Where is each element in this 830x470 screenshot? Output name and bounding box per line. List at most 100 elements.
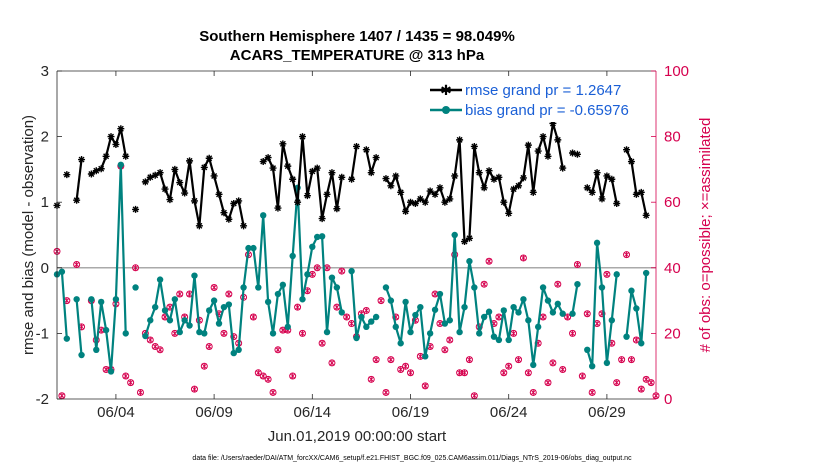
rmse-point <box>235 197 243 205</box>
rmse-point <box>318 215 326 223</box>
bias-point <box>358 313 365 321</box>
bias-point <box>147 317 154 324</box>
bias-point <box>525 317 532 324</box>
bias-point <box>633 305 640 312</box>
bias-point <box>328 274 336 281</box>
rmse-point <box>539 133 547 141</box>
obs-assimilated-point <box>623 251 630 258</box>
x-tick-label: 06/29 <box>588 404 626 421</box>
rmse-point <box>274 204 282 212</box>
obs-assimilated-point <box>486 258 492 265</box>
rmse-point <box>284 162 292 170</box>
bias-point <box>515 309 522 316</box>
rmse-point <box>117 125 125 133</box>
obs-assimilated-point <box>368 376 375 383</box>
x-tick-label: 06/14 <box>294 404 332 421</box>
legend-bias-marker <box>442 106 450 114</box>
rmse-point <box>465 234 473 242</box>
chart-title: Southern Hemisphere 1407 / 1435 = 98.049… <box>199 28 515 45</box>
bias-line <box>75 299 83 356</box>
bias-point <box>456 328 463 336</box>
y-left-tick-label: 3 <box>41 63 49 80</box>
obs-assimilated-point <box>314 264 321 271</box>
bias-point <box>569 310 576 317</box>
bias-point <box>235 346 242 353</box>
obs-assimilated-point <box>299 330 306 337</box>
obs-assimilated-point <box>73 261 80 268</box>
obs-assimilated-point <box>437 320 443 327</box>
bias-point <box>338 309 345 316</box>
obs-assimilated-point <box>643 376 649 383</box>
rmse-point <box>456 136 464 144</box>
bias-point <box>225 301 233 308</box>
x-tick-label: 06/09 <box>195 404 233 421</box>
obs-assimilated-point <box>191 386 198 393</box>
rmse-point <box>431 190 439 198</box>
rmse-point <box>382 175 390 183</box>
bias-point <box>436 290 444 298</box>
obs-assimilated-point <box>132 264 139 271</box>
obs-assimilated-point <box>373 356 379 363</box>
obs-assimilated-point <box>250 314 257 320</box>
rmse-point <box>161 185 169 193</box>
bias-point <box>206 307 213 314</box>
rmse-point <box>303 192 311 200</box>
bias-point <box>387 297 395 304</box>
rmse-point <box>190 197 198 205</box>
obs-assimilated-point <box>255 369 262 376</box>
axes-frame <box>56 70 657 400</box>
bias-point <box>368 318 375 325</box>
bias-point <box>461 303 468 311</box>
rmse-point <box>510 185 518 193</box>
bias-point <box>466 258 473 265</box>
rmse-point <box>461 238 469 246</box>
bias-point <box>623 333 630 340</box>
obs-assimilated-point <box>137 389 144 396</box>
bias-point <box>407 328 414 336</box>
obs-assimilated-point <box>456 369 463 376</box>
bias-point <box>269 330 277 337</box>
obs-assimilated-point <box>648 379 654 386</box>
bias-point <box>73 296 80 303</box>
bias-point <box>505 336 512 344</box>
rmse-point <box>583 184 591 192</box>
obs-assimilated-point <box>294 304 301 311</box>
rmse-point <box>87 170 95 178</box>
bias-point <box>78 351 85 359</box>
rmse-point <box>362 146 370 154</box>
rmse-point <box>73 196 81 204</box>
obs-assimilated-point <box>496 314 502 320</box>
bias-point <box>598 284 606 291</box>
y-left-axis-label: rmse and bias (model - observation) <box>20 115 37 355</box>
bias-point <box>638 340 645 347</box>
rmse-point <box>151 171 159 179</box>
obs-assimilated-point <box>383 389 389 396</box>
y-right-axis-ticks: 0 20 40 60 80 100 <box>651 63 689 408</box>
obs-assimilated-point <box>520 254 527 261</box>
rmse-point <box>642 211 650 219</box>
rmse-point <box>519 174 527 182</box>
obs-assimilated-point <box>422 382 429 389</box>
legend-bias-label: bias grand pr = -0.65976 <box>465 102 629 119</box>
obs-assimilated-point <box>589 389 595 396</box>
rmse-point <box>569 149 577 157</box>
obs-assimilated-point <box>122 373 129 380</box>
bias-point <box>382 284 390 291</box>
obs-assimilated-point <box>402 363 409 370</box>
obs-assimilated-point <box>466 356 473 363</box>
bias-point <box>363 323 370 331</box>
rmse-point <box>328 169 336 177</box>
obs-assimilated-point <box>525 369 532 376</box>
bias-point <box>480 313 488 321</box>
obs-assimilated-point <box>147 336 154 343</box>
y-right-tick-label: 20 <box>664 325 681 342</box>
rmse-point <box>387 182 395 190</box>
y-left-tick-label: -1 <box>36 325 49 342</box>
rmse-point <box>485 167 493 175</box>
obs-assimilated-point <box>569 330 576 337</box>
chart-subtitle: ACARS_TEMPERATURE @ 313 hPa <box>230 47 485 64</box>
rmse-point <box>195 222 203 230</box>
bias-point <box>260 212 267 219</box>
obs-assimilated-point <box>334 304 340 311</box>
